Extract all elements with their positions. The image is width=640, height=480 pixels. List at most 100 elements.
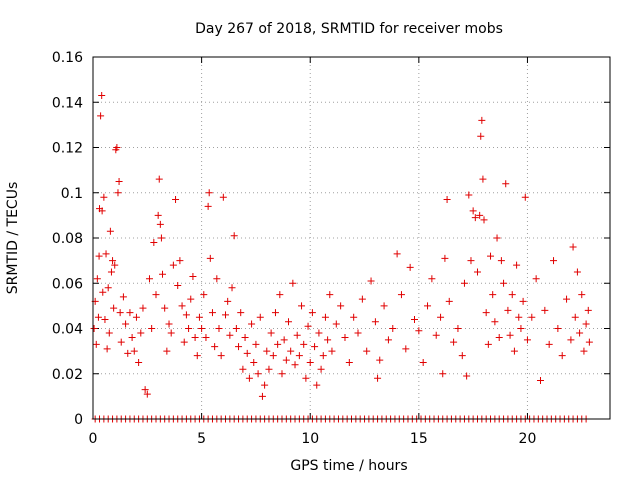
data-point [550, 257, 558, 265]
axis-ticks [92, 56, 610, 420]
x-tick-label: 10 [301, 431, 319, 447]
data-point [285, 318, 293, 326]
data-point [354, 329, 362, 337]
data-point [174, 282, 182, 290]
data-point [206, 254, 214, 262]
data-point [185, 325, 193, 332]
data-point [510, 347, 518, 355]
data-point [237, 309, 245, 317]
data-point [439, 370, 447, 378]
data-point [308, 309, 316, 317]
data-point [515, 313, 523, 321]
x-axis-label: GPS time / hours [290, 458, 407, 474]
data-point [100, 193, 108, 201]
data-point [213, 275, 221, 283]
data-point [219, 193, 227, 201]
data-point [224, 297, 232, 305]
data-point [258, 392, 266, 400]
data-point [315, 329, 323, 337]
data-point [152, 291, 160, 299]
data-point [116, 309, 124, 317]
data-point [104, 284, 112, 292]
data-point [291, 361, 299, 369]
data-point [180, 338, 188, 346]
data-point [289, 279, 297, 287]
data-point [554, 325, 562, 332]
data-point [102, 250, 110, 258]
data-point [124, 349, 132, 357]
data-point [493, 234, 501, 242]
data-point [248, 320, 256, 328]
data-point [161, 304, 169, 312]
data-point [443, 196, 451, 204]
data-point [532, 275, 540, 283]
data-point [274, 340, 282, 348]
data-point [155, 175, 163, 183]
data-point [267, 329, 275, 337]
data-point [93, 275, 101, 283]
data-point [374, 374, 382, 382]
data-point [109, 257, 117, 265]
data-point [578, 291, 586, 299]
data-point [482, 309, 490, 317]
data-point [567, 336, 575, 344]
data-point [148, 325, 156, 332]
data-point [110, 304, 118, 312]
data-point [428, 275, 436, 283]
data-point [295, 352, 303, 360]
data-point [363, 347, 371, 355]
data-point [98, 91, 106, 99]
y-tick-label: 0.1 [61, 186, 83, 202]
data-point [103, 345, 111, 353]
data-point [469, 207, 477, 215]
data-point [114, 189, 122, 197]
data-point [419, 358, 427, 366]
data-point [569, 243, 577, 251]
data-point [317, 365, 325, 373]
data-point [380, 302, 388, 310]
data-point [484, 340, 492, 348]
data-point [193, 352, 201, 360]
data-point [415, 327, 423, 335]
data-point [204, 202, 212, 210]
data-point [145, 275, 153, 283]
data-points [90, 91, 593, 423]
data-point [99, 288, 107, 296]
data-point [94, 313, 102, 321]
data-point [491, 318, 499, 326]
data-point [143, 390, 151, 398]
data-point [167, 329, 175, 337]
data-point [208, 309, 216, 317]
data-point [150, 239, 158, 247]
plot-frame [92, 56, 611, 420]
data-point [245, 374, 253, 382]
data-point [282, 356, 290, 364]
data-point [226, 331, 234, 339]
data-point [191, 334, 199, 342]
data-point [176, 257, 184, 265]
data-point [519, 297, 527, 305]
data-point [169, 261, 177, 269]
data-point [243, 349, 251, 357]
y-tick-label: 0.02 [52, 367, 83, 383]
data-point [261, 381, 269, 389]
data-point [222, 311, 230, 319]
data-point [198, 325, 206, 332]
data-point [205, 189, 213, 197]
y-tick-label: 0 [74, 412, 83, 428]
data-point [478, 116, 486, 124]
data-point [500, 279, 508, 287]
data-point [130, 347, 138, 355]
data-point [90, 325, 98, 332]
data-point [454, 325, 462, 332]
data-point [113, 144, 121, 151]
data-point [256, 313, 264, 321]
data-point [521, 193, 529, 201]
data-point [269, 352, 277, 360]
data-point [304, 322, 312, 330]
data-point [528, 313, 536, 321]
data-point [172, 196, 180, 204]
chart-title: Day 267 of 2018, SRMTID for receiver mob… [195, 21, 503, 37]
data-point [337, 302, 345, 310]
